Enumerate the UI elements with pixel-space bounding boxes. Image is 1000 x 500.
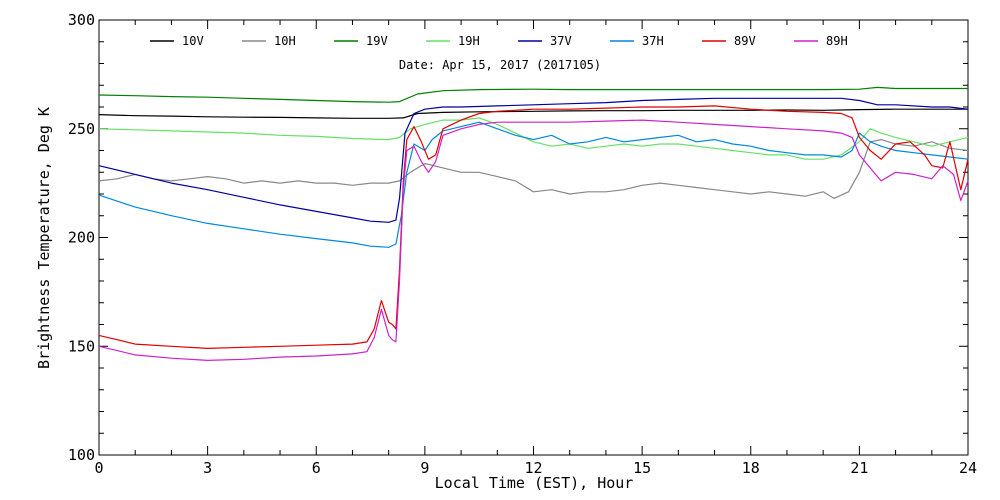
legend: 10V 10H 19V 19H 37V 37H 89V 89H (150, 34, 848, 48)
x-tick-label: 15 (633, 459, 651, 477)
series-line-19v (98, 86, 968, 103)
series-line-37h (98, 121, 969, 248)
x-tick-label: 0 (94, 459, 103, 477)
x-tick-label: 18 (742, 459, 760, 477)
x-tick-label: 12 (524, 459, 542, 477)
y-tick-label: 200 (68, 229, 95, 247)
legend-label-10h: 10H (274, 34, 296, 48)
series-layer (98, 86, 969, 361)
y-tick-label: 150 (68, 337, 95, 355)
legend-label-37v: 37V (550, 34, 572, 48)
legend-label-89v: 89V (734, 34, 756, 48)
x-tick-label: 6 (312, 459, 321, 477)
series-line-10h (98, 139, 969, 199)
y-tick-label: 250 (68, 120, 95, 138)
x-axis-title: Local Time (EST), Hour (435, 474, 634, 492)
date-annotation: Date: Apr 15, 2017 (2017105) (399, 58, 601, 72)
x-tick-label: 24 (959, 459, 977, 477)
series-line-89v (98, 105, 969, 349)
legend-label-10v: 10V (182, 34, 204, 48)
series-line-10v (98, 108, 968, 119)
axes-layer: 0 3 6 9 12 15 18 21 24 100 150 200 250 300 (68, 11, 977, 477)
x-tick-label: 3 (203, 459, 212, 477)
x-tick-label: 21 (850, 459, 868, 477)
legend-label-89h: 89H (826, 34, 848, 48)
plot-frame (98, 19, 969, 456)
y-tick-label: 100 (68, 446, 95, 464)
legend-label-19h: 19H (458, 34, 480, 48)
series-line-89h (98, 119, 969, 361)
series-line-19h (98, 117, 969, 160)
legend-label-19v: 19V (366, 34, 388, 48)
x-tick-label: 9 (420, 459, 429, 477)
series-line-37v (98, 97, 969, 223)
y-tick-label: 300 (68, 11, 95, 29)
legend-label-37h: 37H (642, 34, 664, 48)
y-axis-title: Brightness Temperature, Deg K (35, 107, 53, 369)
